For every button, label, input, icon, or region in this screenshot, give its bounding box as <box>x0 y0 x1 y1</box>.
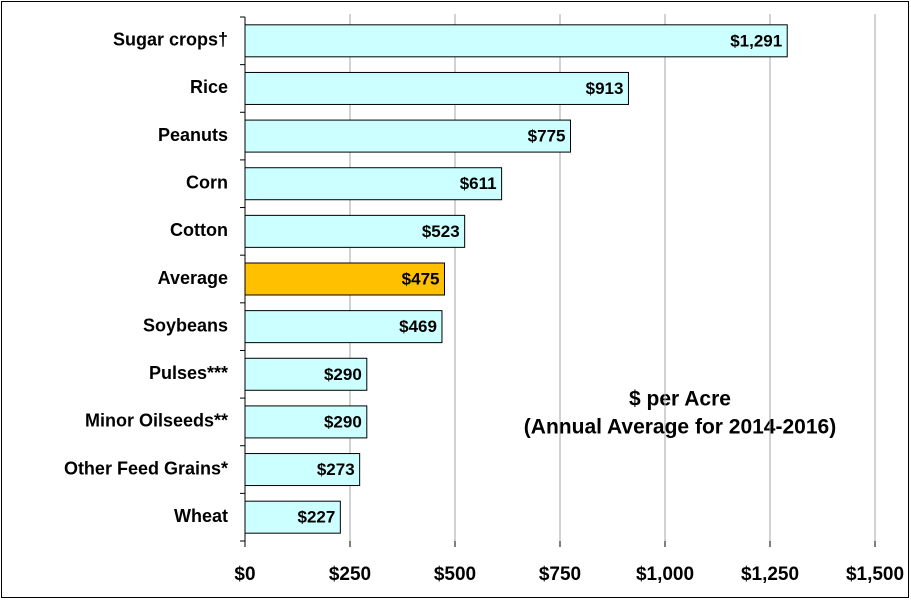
bar <box>244 357 368 391</box>
x-tick-label: $0 <box>234 564 255 585</box>
y-tick-label: Sugar crops† <box>113 30 228 50</box>
x-tick-label: $250 <box>329 564 371 585</box>
annotation: (Annual Average for 2014-2016) <box>524 416 836 439</box>
value-label: $273 <box>317 460 355 479</box>
x-tick-label: $1,000 <box>636 564 694 585</box>
value-label: $523 <box>422 222 460 241</box>
y-tick-label: Average <box>158 268 228 288</box>
y-tick-label: Peanuts <box>158 125 228 145</box>
annotation: $ per Acre <box>629 388 731 411</box>
value-label: $290 <box>324 412 362 431</box>
bar <box>244 71 629 105</box>
bar <box>244 262 445 296</box>
y-tick-label: Other Feed Grains* <box>64 458 228 478</box>
x-tick-label: $500 <box>434 564 476 585</box>
value-label: $475 <box>402 269 440 288</box>
bar <box>244 453 361 487</box>
value-label: $913 <box>586 79 624 98</box>
x-tick-label: $1,500 <box>846 564 904 585</box>
bar <box>244 500 341 534</box>
bar <box>244 214 466 248</box>
bar <box>244 24 788 58</box>
y-tick-label: Pulses*** <box>149 363 228 383</box>
bar <box>244 119 571 153</box>
value-label: $775 <box>528 127 566 146</box>
y-tick-label: Cotton <box>170 220 228 240</box>
x-tick-label: $1,250 <box>741 564 799 585</box>
y-tick-label: Minor Oilseeds** <box>85 411 228 431</box>
value-label: $469 <box>399 317 437 336</box>
value-label: $227 <box>298 508 336 527</box>
value-label: $290 <box>324 365 362 384</box>
value-label: $611 <box>460 174 497 193</box>
y-tick-label: Rice <box>190 77 228 97</box>
y-tick-label: Soybeans <box>143 315 228 335</box>
value-label: $1,291 <box>730 31 782 50</box>
bar <box>244 405 368 439</box>
y-tick-label: Corn <box>186 172 228 192</box>
y-tick-label: Wheat <box>174 506 228 526</box>
bar <box>244 310 443 344</box>
x-tick-label: $750 <box>539 564 581 585</box>
